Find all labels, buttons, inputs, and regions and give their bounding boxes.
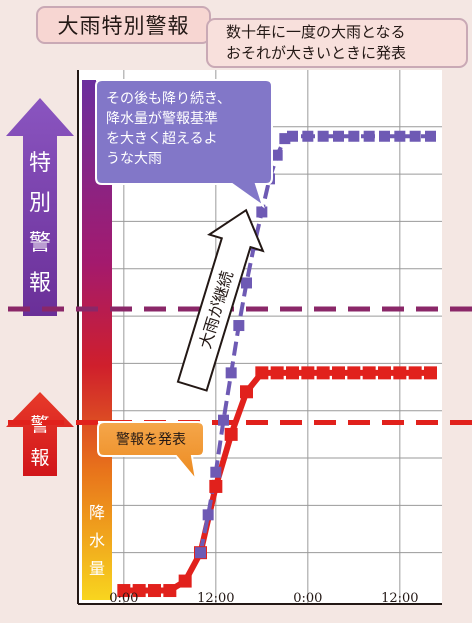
data-point-warning bbox=[178, 574, 192, 588]
x-tick-label: 12:00 bbox=[381, 591, 418, 606]
data-point-special-warning bbox=[202, 509, 214, 521]
data-point-special-warning bbox=[256, 206, 268, 218]
special-warning-label-3: 警 bbox=[29, 231, 51, 256]
data-point-warning bbox=[408, 366, 422, 380]
data-point-warning bbox=[132, 584, 146, 598]
special-callout-line-4: うな大雨 bbox=[106, 151, 162, 167]
data-point-warning bbox=[378, 366, 391, 380]
special-callout-line-1: その後も降り続き、 bbox=[106, 90, 231, 107]
data-point-special-warning bbox=[409, 130, 421, 142]
data-point-special-warning bbox=[210, 466, 222, 478]
description-line-2: おそれが大きいときに発表 bbox=[226, 44, 407, 62]
data-point-special-warning bbox=[363, 130, 375, 142]
threshold-lines bbox=[8, 306, 472, 426]
data-point-warning bbox=[347, 366, 361, 380]
special-warning-callout: その後も降り続き、 降水量が警報基準 を大きく超えるよ うな大雨 bbox=[95, 79, 273, 209]
data-point-special-warning bbox=[394, 130, 406, 142]
data-point-warning bbox=[209, 479, 223, 493]
x-tick-label: 12:00 bbox=[197, 591, 234, 606]
special-callout-line-2: 降水量が警報基準 bbox=[106, 110, 218, 127]
data-point-warning bbox=[117, 584, 131, 598]
warning-label-1: 警 bbox=[30, 414, 49, 436]
warning-arrow bbox=[6, 392, 74, 476]
x-tick-label: 0:00 bbox=[293, 591, 322, 606]
data-point-warning bbox=[270, 366, 284, 380]
data-point-warning bbox=[301, 366, 315, 380]
title-box: 大雨特別警報 bbox=[36, 6, 211, 44]
data-point-special-warning bbox=[348, 130, 360, 142]
data-point-warning bbox=[424, 366, 437, 380]
special-warning-arrow bbox=[6, 98, 74, 316]
rainfall-label-2: 水 bbox=[89, 531, 105, 550]
data-point-special-warning bbox=[241, 277, 252, 289]
warning-label-2: 報 bbox=[30, 447, 49, 469]
data-point-warning bbox=[316, 366, 330, 380]
data-point-special-warning bbox=[195, 547, 206, 559]
description-line-1: 数十年に一度の大雨となる bbox=[226, 23, 406, 41]
x-tick-label: 0:00 bbox=[109, 591, 138, 606]
data-point-special-warning bbox=[287, 130, 298, 142]
data-point-special-warning bbox=[271, 149, 283, 161]
series-group bbox=[117, 130, 437, 598]
data-point-special-warning bbox=[425, 130, 436, 142]
data-point-special-warning bbox=[218, 414, 229, 426]
rainfall-label-3: 量 bbox=[89, 559, 105, 578]
data-point-warning bbox=[362, 366, 376, 380]
special-callout-line-3: を大きく超えるよ bbox=[106, 131, 218, 147]
special-warning-label-4: 報 bbox=[29, 271, 51, 296]
data-point-warning bbox=[240, 385, 253, 399]
warning-callout: 警報を発表 bbox=[97, 421, 205, 484]
data-point-warning bbox=[393, 366, 407, 380]
rainfall-label-1: 降 bbox=[89, 503, 105, 522]
special-warning-label-1: 特 bbox=[29, 151, 51, 176]
data-point-warning bbox=[224, 427, 238, 441]
page-title: 大雨特別警報 bbox=[57, 14, 190, 38]
data-point-warning bbox=[286, 366, 299, 380]
data-point-special-warning bbox=[279, 133, 291, 145]
special-warning-label-2: 別 bbox=[29, 191, 51, 216]
warning-callout-text: 警報を発表 bbox=[116, 432, 186, 448]
data-point-warning bbox=[332, 366, 345, 380]
data-point-warning bbox=[148, 584, 161, 598]
description-box: 数十年に一度の大雨となる おそれが大きいときに発表 bbox=[206, 18, 468, 68]
data-point-special-warning bbox=[225, 367, 237, 379]
data-point-special-warning bbox=[333, 130, 344, 142]
data-point-special-warning bbox=[233, 320, 245, 332]
data-point-special-warning bbox=[302, 130, 314, 142]
data-point-warning bbox=[255, 366, 269, 380]
data-point-special-warning bbox=[317, 130, 329, 142]
x-tick-labels: 0:00 12:00 0:00 12:00 bbox=[109, 591, 418, 606]
data-point-warning bbox=[163, 584, 177, 598]
data-point-special-warning bbox=[379, 130, 390, 142]
